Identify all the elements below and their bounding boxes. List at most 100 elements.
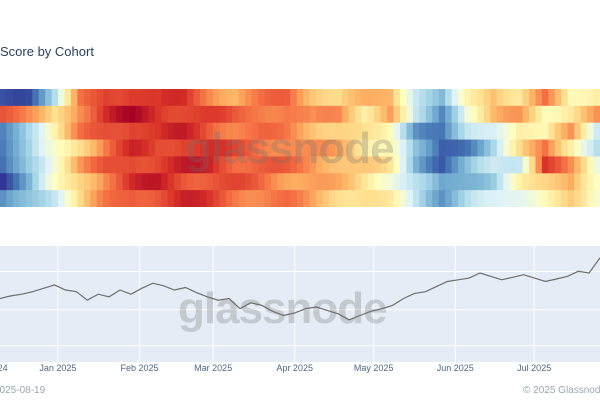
heatmap-cell [419,122,427,140]
heatmap-cell [438,173,446,191]
heatmap-cell [483,156,491,174]
heatmap-cell [477,156,485,174]
heatmap-cell [206,122,214,140]
heatmap-cell [554,139,562,157]
heatmap-cell [77,173,85,191]
heatmap-cell [64,105,72,124]
heatmap-cell [193,139,201,157]
heatmap-cell [354,122,362,140]
heatmap-cell [464,173,472,191]
heatmap-cell [96,139,104,157]
heatmap-cell [354,139,362,157]
heatmap-cell [251,89,259,107]
heatmap-cell [316,156,324,174]
heatmap-cell [516,156,524,174]
heatmap-cell [25,89,33,107]
heatmap-cell [535,139,543,157]
heatmap-cell [296,156,304,174]
heatmap-cell [38,105,46,124]
heatmap-cell [561,89,569,107]
heatmap-cell [406,122,414,140]
heatmap-cell [19,190,27,207]
heatmap-cell [309,173,317,191]
heatmap-cell [32,105,40,124]
heatmap-cell [219,139,227,157]
heatmap-cell [290,173,298,191]
heatmap-cell [406,156,414,174]
heatmap-cell [258,139,266,157]
heatmap-cell [6,173,14,191]
heatmap-cell [329,139,337,157]
heatmap-cell [574,105,582,124]
heatmap-cell [251,173,259,191]
heatmap-cell [529,105,537,124]
heatmap-cell [122,122,130,140]
heatmap-cell [593,190,600,207]
heatmap-cell [535,122,543,140]
heatmap-cell [70,139,79,157]
heatmap-cell [458,139,466,157]
heatmap-cell [83,105,91,124]
heatmap-cell [316,89,324,107]
heatmap-cell [361,190,369,207]
heatmap-cell [154,190,162,207]
heatmap-cell [277,156,285,174]
heatmap-cell [187,190,195,207]
heatmap-cell [412,122,420,140]
heatmap-cell [445,89,453,107]
heatmap-cell [296,173,304,191]
heatmap-cell [135,89,143,107]
heatmap-cell [406,105,414,124]
heatmap-cell [425,105,433,124]
heatmap-cell [451,190,459,207]
heatmap-cell [367,122,375,140]
heatmap-cell [283,173,291,191]
heatmap-cell [477,105,485,124]
x-tick-label: Jan 2025 [39,363,77,373]
heatmap-cell [490,173,498,191]
heatmap-cell [483,190,491,207]
watermark-top: glassnode [185,124,395,173]
heatmap-cell [367,173,375,191]
heatmap-cell [51,89,59,107]
heatmap-cell [503,190,511,207]
heatmap-cell [129,190,137,207]
heatmap-cell [25,105,33,124]
heatmap-cell [264,89,272,107]
heatmap-cell [470,105,479,124]
heatmap-cell [58,173,66,191]
heatmap-cell [200,173,208,191]
heatmap-cell [490,105,498,124]
heatmap-cell [412,190,420,207]
heatmap-cell [406,89,414,107]
heatmap-cell [116,122,124,140]
heatmap-cell [541,122,549,140]
heatmap-cell [593,89,600,107]
heatmap-cell [258,190,266,207]
heatmap-cell [64,122,72,140]
heatmap-cell [529,156,537,174]
heatmap-cell [496,122,504,140]
heatmap-cell [367,89,375,107]
heatmap-cell [6,89,14,107]
heatmap-cell [309,122,317,140]
heatmap-cell [522,105,530,124]
heatmap-cell [503,173,511,191]
heatmap-cell [322,190,330,207]
heatmap-cell [70,173,79,191]
heatmap-cell [400,173,408,191]
heatmap-cell [135,139,143,157]
heatmap-cell [290,105,298,124]
heatmap-cell [141,173,149,191]
heatmap-cell [374,105,382,124]
heatmap-cell [361,122,369,140]
heatmap-cell [174,105,182,124]
heatmap-cell [296,122,304,140]
heatmap-cell [574,139,582,157]
heatmap-cell [309,105,317,124]
heatmap-cell [548,156,556,174]
heatmap-cell [425,122,433,140]
heatmap-cell [367,190,375,207]
heatmap-cell [580,122,588,140]
heatmap-cell [361,139,369,157]
